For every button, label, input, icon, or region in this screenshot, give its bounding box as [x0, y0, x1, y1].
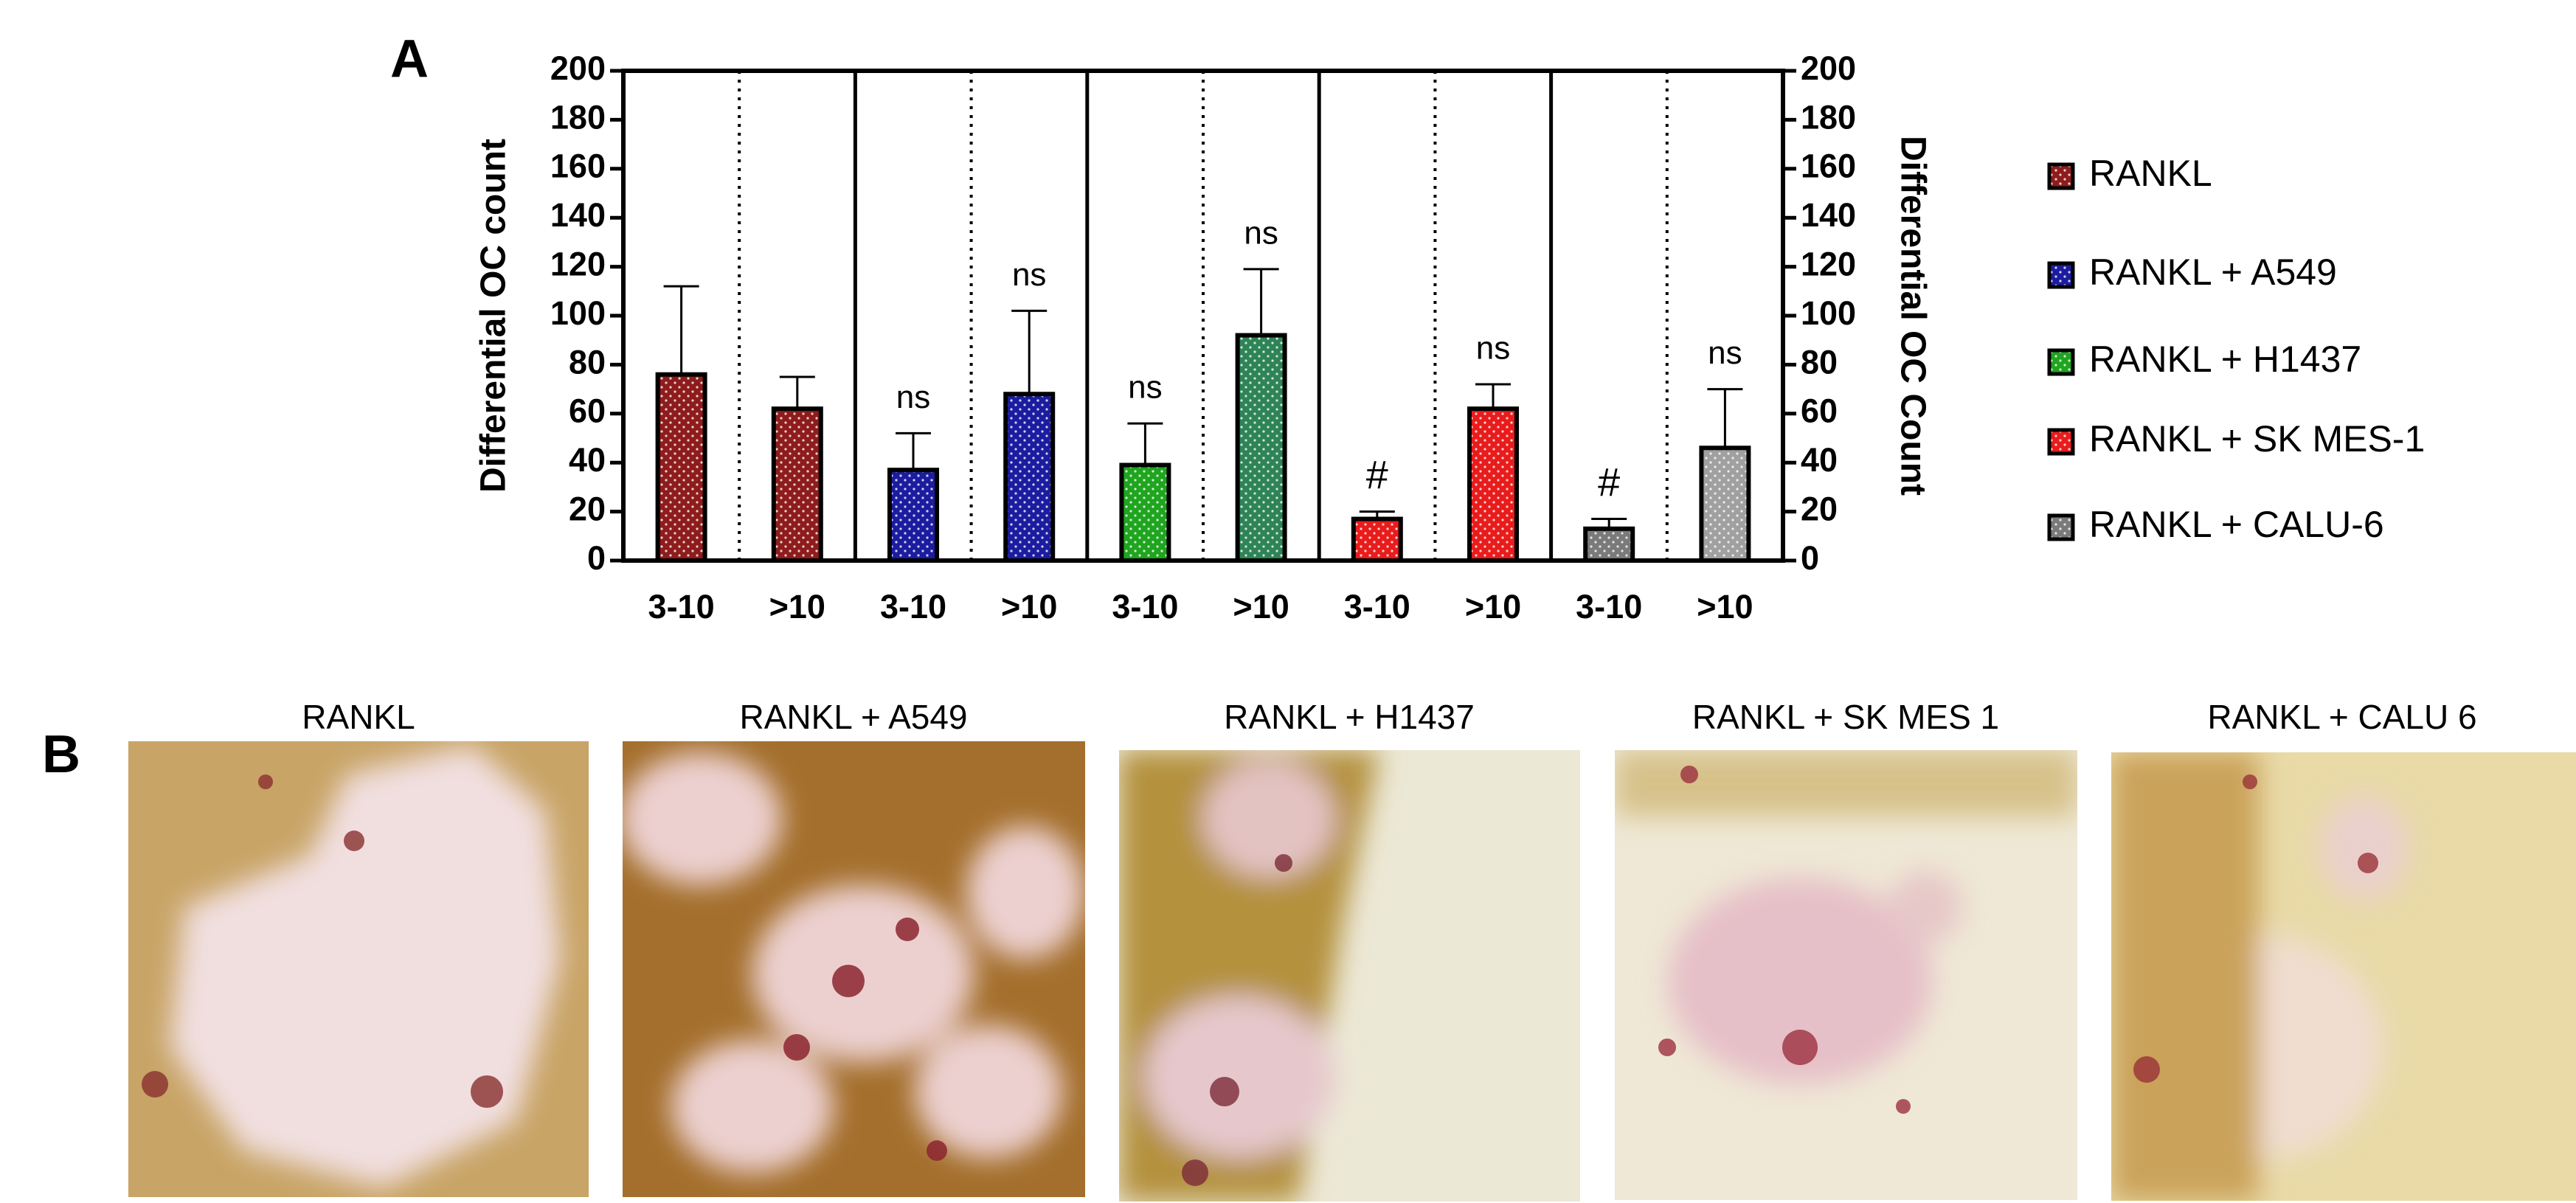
image-title: RANKL + H1437	[1224, 698, 1475, 736]
y2-tick-label: 40	[1801, 441, 1838, 479]
significance-label: ns	[1476, 330, 1510, 367]
y-tick-label: 120	[550, 245, 606, 282]
bar	[1583, 526, 1635, 564]
legend-swatch	[2047, 513, 2075, 541]
bar	[1119, 462, 1171, 564]
y2-tick-label: 100	[1801, 294, 1856, 332]
bar	[655, 372, 707, 563]
y2-tick-label: 20	[1801, 490, 1838, 527]
x-tick-label: >10	[1001, 588, 1057, 625]
bar	[771, 406, 823, 563]
y2-tick-label: 180	[1801, 98, 1856, 136]
legend-swatch	[2047, 348, 2075, 376]
plot-frame	[621, 69, 1785, 563]
y-tick-label: 80	[569, 343, 606, 381]
significance-label: ns	[1708, 335, 1742, 371]
legend-label: RANKL + SK MES-1	[2089, 418, 2425, 460]
legend-swatch	[2047, 428, 2075, 456]
legend-swatch	[2047, 162, 2075, 190]
x-tick-label: >10	[769, 588, 825, 625]
bar	[1351, 516, 1403, 563]
x-tick-label: >10	[1697, 588, 1753, 625]
x-tick-label: >10	[1233, 588, 1289, 625]
y2-tick-label: 60	[1801, 392, 1838, 430]
x-tick-label: >10	[1465, 588, 1521, 625]
bar	[1003, 392, 1056, 563]
image-title: RANKL	[302, 698, 415, 736]
micrograph	[623, 741, 1085, 1197]
image-title: RANKL + A549	[740, 698, 968, 736]
x-tick-label: 3-10	[1576, 588, 1642, 625]
y-tick-label: 160	[550, 148, 606, 185]
bar	[1235, 333, 1287, 563]
micrograph	[2111, 752, 2576, 1201]
y2-axis-title: Differential OC Count	[1893, 136, 1932, 496]
significance-label: ns	[1012, 257, 1046, 293]
y2-tick-label: 160	[1801, 148, 1856, 185]
y-tick-label: 100	[550, 294, 606, 332]
y2-tick-label: 140	[1801, 196, 1856, 234]
y-tick-label: 20	[569, 490, 606, 527]
micrograph	[128, 741, 589, 1197]
legend-label: RANKL	[2089, 153, 2212, 194]
significance-label: #	[1598, 460, 1620, 505]
bar	[1467, 406, 1519, 563]
y2-tick-label: 80	[1801, 343, 1838, 381]
image-title: RANKL + SK MES 1	[1692, 698, 1999, 736]
significance-label: ns	[1128, 370, 1162, 406]
y-tick-label: 60	[569, 392, 606, 430]
y2-tick-label: 0	[1801, 539, 1819, 577]
significance-label: #	[1366, 453, 1388, 497]
legend-label: RANKL + CALU-6	[2089, 504, 2384, 545]
y2-tick-label: 120	[1801, 245, 1856, 282]
panel-label: A	[390, 30, 429, 89]
y-axis-title: Differential OC count	[474, 139, 513, 493]
y-tick-label: 140	[550, 196, 606, 234]
bar	[1699, 446, 1751, 564]
y-tick-label: 40	[569, 441, 606, 479]
y-tick-label: 0	[587, 539, 606, 577]
legend-label: RANKL + H1437	[2089, 339, 2361, 380]
image-title: RANKL + CALU 6	[2207, 698, 2476, 736]
x-tick-label: 3-10	[648, 588, 715, 625]
y-tick-label: 200	[550, 49, 606, 87]
significance-label: ns	[896, 379, 930, 415]
x-tick-label: 3-10	[1112, 588, 1178, 625]
significance-label: ns	[1244, 215, 1278, 252]
x-tick-label: 3-10	[880, 588, 946, 625]
bar	[887, 468, 939, 563]
legend-label: RANKL + A549	[2089, 252, 2337, 293]
y2-tick-label: 200	[1801, 49, 1856, 87]
micrograph	[1119, 750, 1580, 1202]
legend-swatch	[2047, 261, 2075, 289]
x-tick-label: 3-10	[1344, 588, 1410, 625]
panel-label: B	[42, 725, 80, 784]
y-tick-label: 180	[550, 98, 606, 136]
micrograph	[1615, 750, 2077, 1200]
